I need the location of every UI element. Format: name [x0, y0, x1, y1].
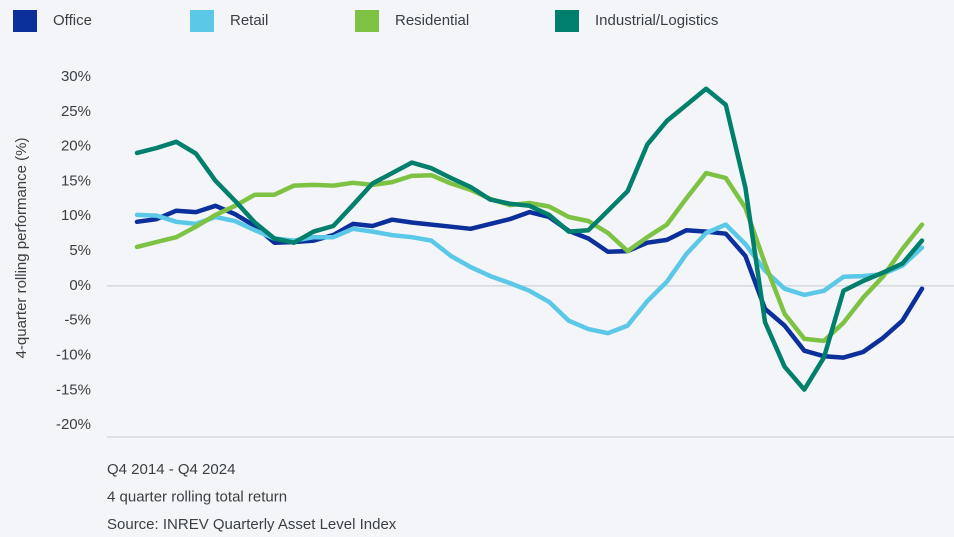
note: Q4 2014 - Q4 2024	[107, 461, 235, 478]
legend-swatch	[190, 10, 214, 32]
y-tick-label: -20%	[56, 416, 91, 433]
legend-label: Retail	[230, 12, 268, 29]
y-tick-label: 25%	[61, 103, 91, 120]
series-line	[134, 86, 925, 392]
legend-label: Office	[53, 12, 92, 29]
y-tick-label: 5%	[69, 242, 91, 259]
legend-label: Industrial/Logistics	[595, 12, 718, 29]
note: Source: INREV Quarterly Asset Level Inde…	[107, 516, 397, 533]
y-tick-label: 15%	[61, 172, 91, 189]
y-tick-label: 30%	[61, 68, 91, 85]
legend-swatch	[555, 10, 579, 32]
y-tick-label: 10%	[61, 207, 91, 224]
note: 4 quarter rolling total return	[107, 488, 287, 505]
legend-label: Residential	[395, 12, 469, 29]
y-axis-label: 4-quarter rolling performance (%)	[13, 138, 30, 359]
y-tick-label: -10%	[56, 346, 91, 363]
y-tick-label: 0%	[69, 277, 91, 294]
legend-swatch	[355, 10, 379, 32]
legend-swatch	[13, 10, 37, 32]
y-tick-label: -15%	[56, 381, 91, 398]
series-line	[134, 170, 925, 344]
y-tick-label: -5%	[64, 312, 91, 329]
y-tick-label: 20%	[61, 138, 91, 155]
